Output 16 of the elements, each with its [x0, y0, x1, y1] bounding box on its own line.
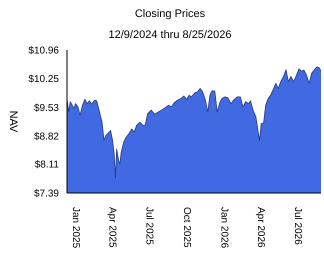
x-tick-label: Jan 2025	[70, 207, 81, 249]
x-tick-label: Apr 2025	[106, 207, 118, 248]
y-tick-label: $8.11	[34, 160, 60, 171]
x-tick-label: Jul 2025	[144, 207, 155, 246]
x-tick-label: Jul 2026	[292, 207, 304, 246]
y-tick-label: $8.82	[34, 131, 60, 142]
chart-subtitle: 12/9/2024 thru 8/25/2026	[108, 29, 232, 41]
x-tick-label: Oct 2025	[180, 207, 192, 248]
y-tick-label: $10.25	[28, 74, 60, 85]
y-tick-label: $10.96	[28, 46, 60, 57]
y-tick-label: $9.53	[34, 102, 60, 114]
y-axis-title: NAV	[7, 110, 20, 134]
x-tick-label: Apr 2026	[255, 207, 266, 248]
x-tick-label: Jan 2026	[218, 207, 230, 249]
y-tick-label: $7.39	[34, 188, 60, 200]
chart-title: Closing Prices	[134, 8, 206, 20]
